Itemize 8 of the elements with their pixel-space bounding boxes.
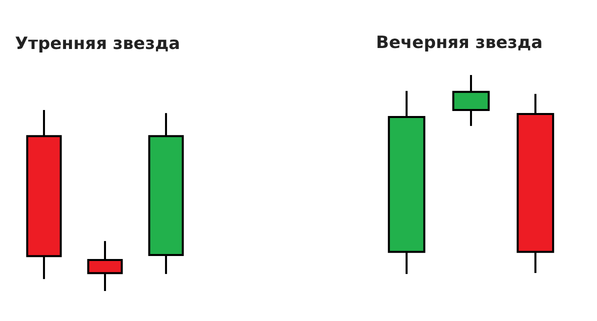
candlestick xyxy=(148,112,184,275)
candlestick xyxy=(516,92,554,274)
chart-title: Утренняя звезда xyxy=(15,34,180,54)
candlestick xyxy=(87,240,123,292)
candlestick xyxy=(452,74,490,127)
candlestick xyxy=(26,109,62,280)
candlestick xyxy=(388,90,426,275)
chart-title: Вечерняя звезда xyxy=(376,33,543,53)
